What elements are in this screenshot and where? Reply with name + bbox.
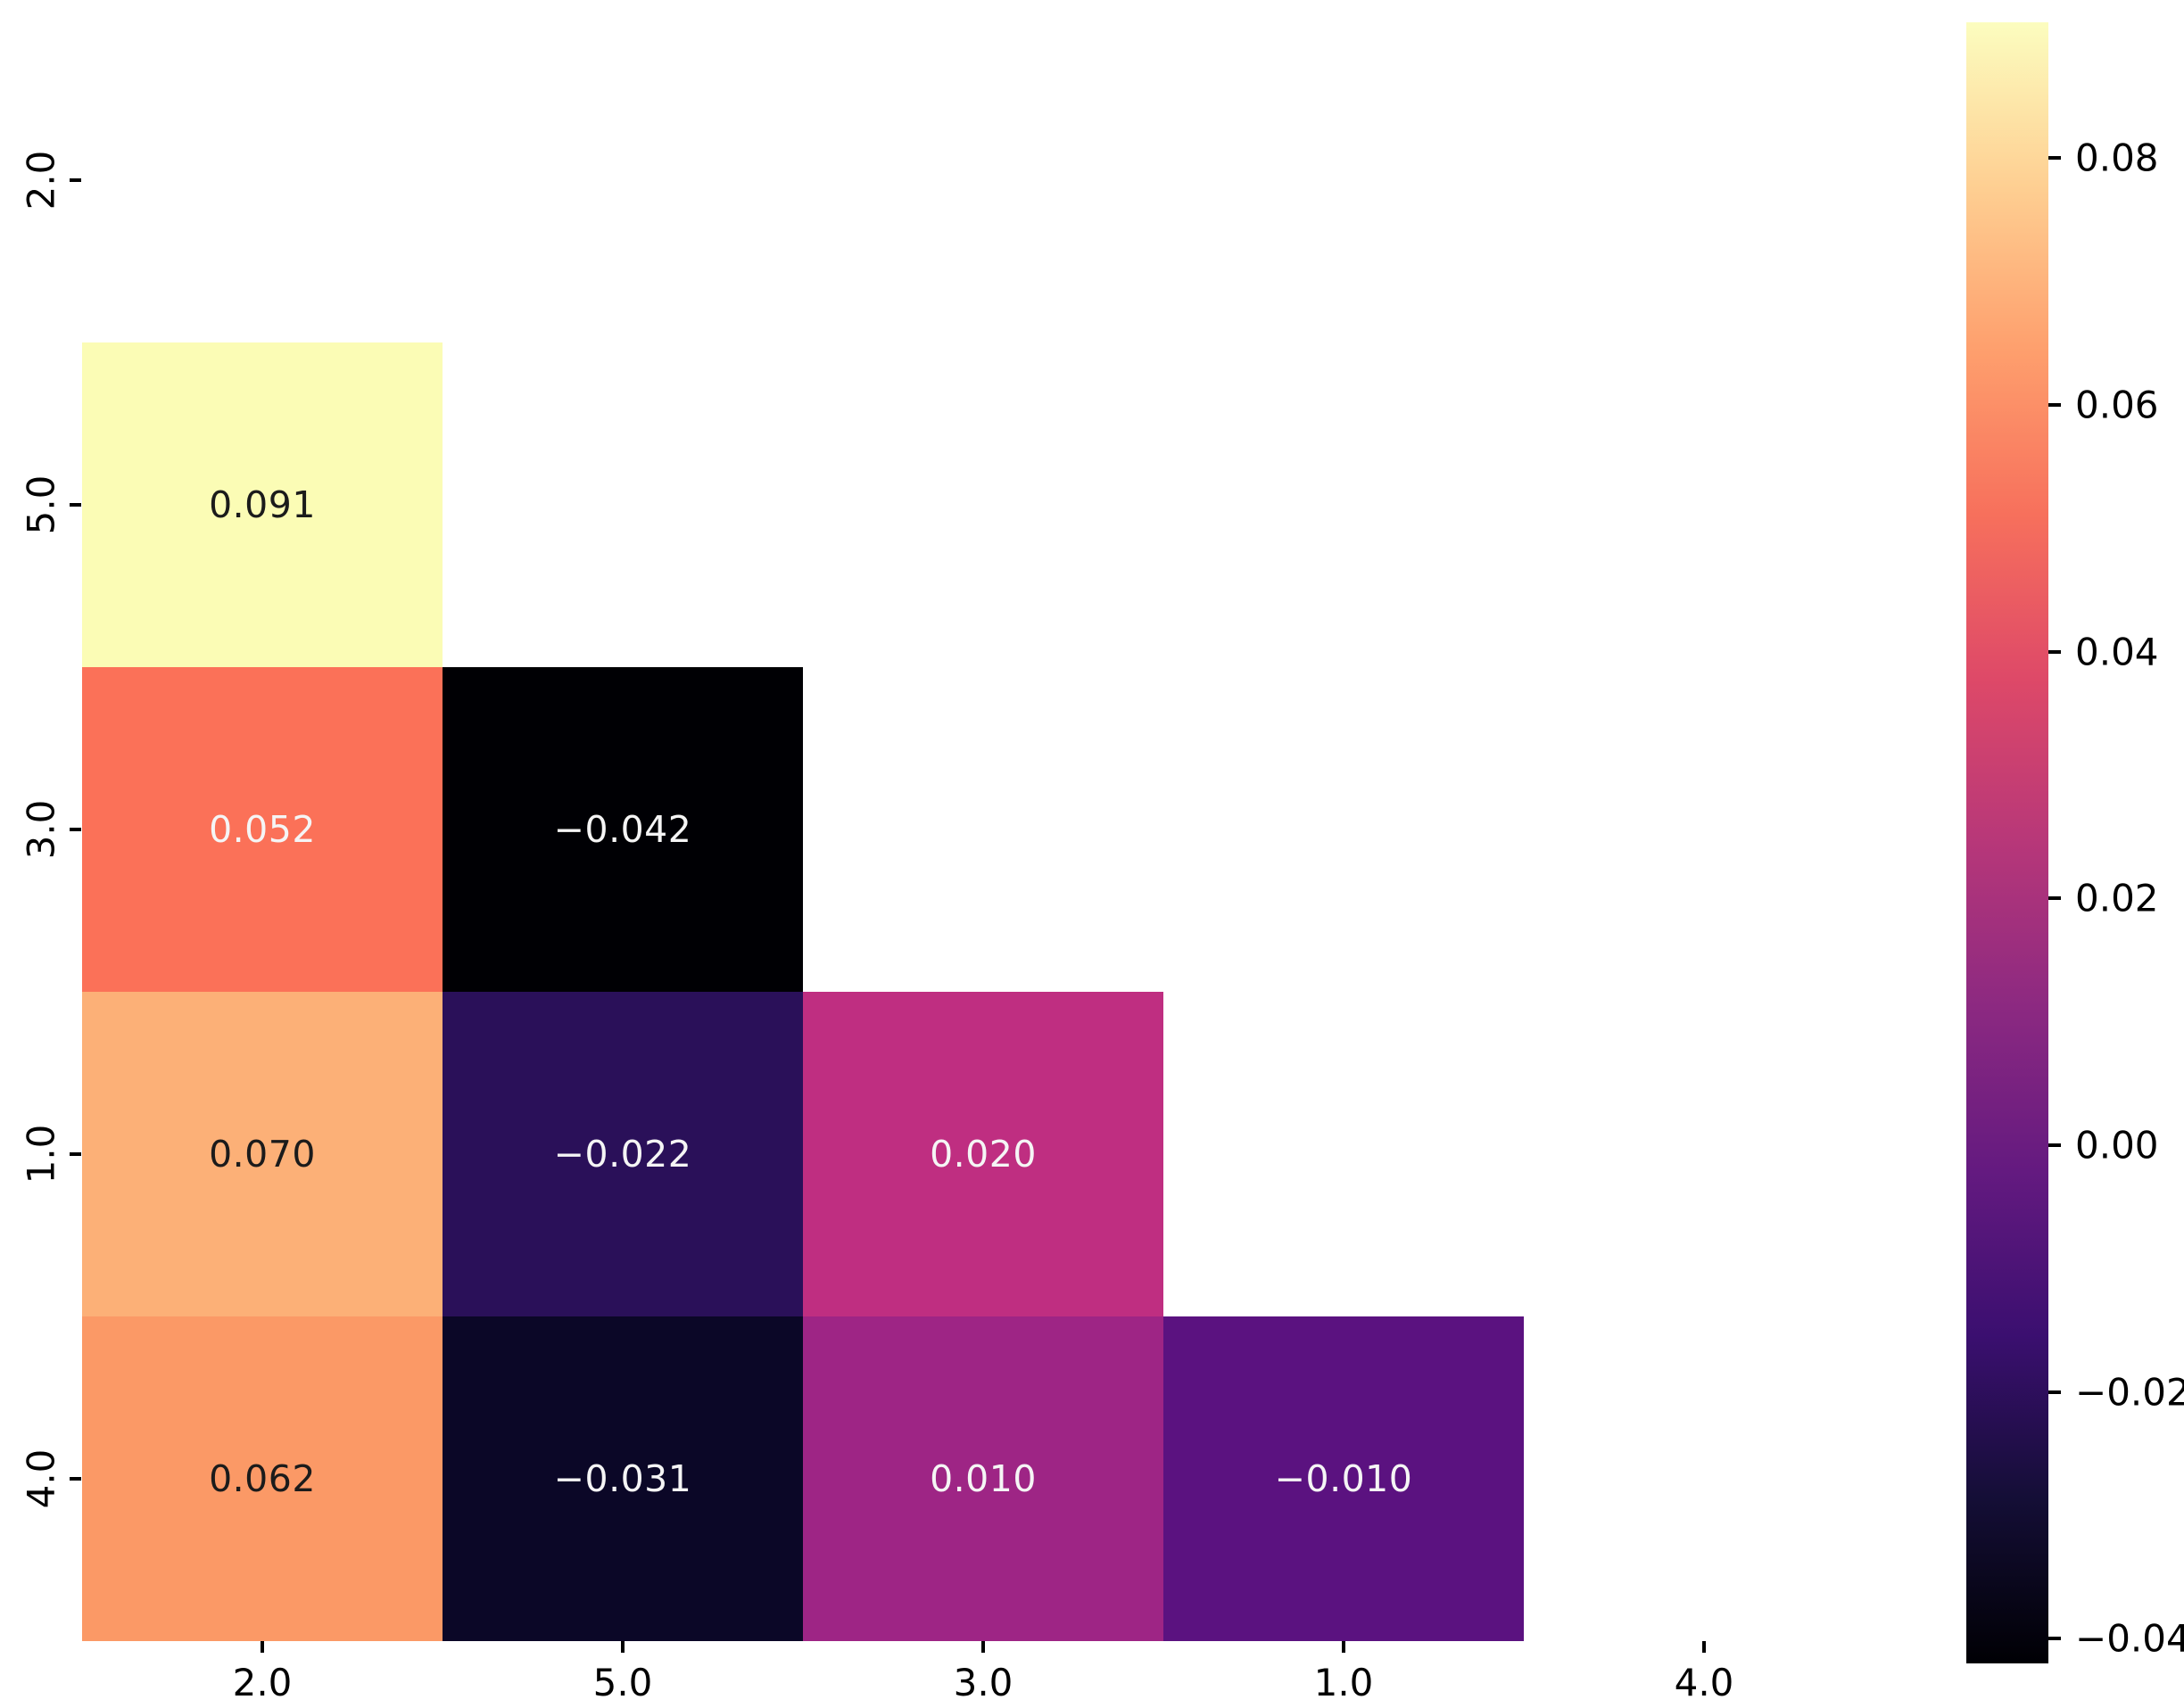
colorbar-tick — [2048, 896, 2061, 901]
x-tick-label: 1.0 — [1313, 1661, 1374, 1704]
colorbar-tick-label: 0.06 — [2075, 383, 2159, 427]
cell-value-label: 0.062 — [209, 1457, 316, 1500]
x-tick-label: 5.0 — [592, 1661, 653, 1704]
heatmap-cell: −0.022 — [443, 992, 803, 1316]
cell-value-label: −0.031 — [553, 1457, 692, 1500]
cell-value-label: 0.052 — [209, 808, 316, 851]
cell-value-label: 0.091 — [209, 483, 316, 526]
plot-area: 0.091 0.052 −0.042 0.070 −0.022 0.020 0.062 −0.… — [82, 18, 1884, 1641]
colorbar-tick-label: 0.02 — [2075, 876, 2159, 920]
y-axis-tick — [70, 1477, 81, 1481]
y-tick-label: 5.0 — [19, 474, 63, 535]
colorbar-tick-label: 0.00 — [2075, 1123, 2159, 1168]
cell-value-label: −0.010 — [1274, 1457, 1413, 1500]
cell-value-label: 0.010 — [930, 1457, 1037, 1500]
x-tick-label: 2.0 — [232, 1661, 293, 1704]
y-tick-label: 1.0 — [19, 1124, 63, 1184]
colorbar-tick — [2048, 156, 2061, 161]
y-axis-tick — [70, 828, 81, 831]
heatmap-cell: 0.020 — [803, 992, 1163, 1316]
y-axis-tick — [70, 1152, 81, 1156]
heatmap-cell: 0.070 — [82, 992, 443, 1316]
y-tick-label: 4.0 — [19, 1448, 63, 1509]
cell-value-label: 0.070 — [209, 1133, 316, 1176]
heatmap-cell: 0.091 — [82, 342, 443, 667]
cell-value-label: 0.020 — [930, 1133, 1037, 1176]
y-axis-tick — [70, 178, 81, 182]
colorbar-tick — [2048, 1390, 2061, 1394]
heatmap-cell: −0.010 — [1163, 1316, 1524, 1641]
cell-value-label: −0.022 — [553, 1133, 692, 1176]
colorbar-tick — [2048, 1637, 2061, 1641]
colorbar-tick-label: −0.02 — [2075, 1370, 2184, 1415]
x-axis-tick — [1342, 1641, 1345, 1653]
heatmap-cell: 0.062 — [82, 1316, 443, 1641]
x-tick-label: 4.0 — [1674, 1661, 1734, 1704]
x-tick-label: 3.0 — [953, 1661, 1013, 1704]
colorbar-tick-label: −0.04 — [2075, 1616, 2184, 1661]
heatmap-cell: −0.031 — [443, 1316, 803, 1641]
heatmap-cell: 0.010 — [803, 1316, 1163, 1641]
x-axis-tick — [261, 1641, 264, 1653]
colorbar-tick — [2048, 402, 2061, 407]
colorbar — [1966, 22, 2048, 1663]
y-tick-label: 2.0 — [19, 150, 63, 210]
y-tick-label: 3.0 — [19, 799, 63, 860]
colorbar-tick — [2048, 1143, 2061, 1147]
colorbar-tick-label: 0.04 — [2075, 630, 2159, 674]
x-axis-tick — [981, 1641, 985, 1653]
colorbar-tick — [2048, 649, 2061, 654]
y-axis-tick — [70, 503, 81, 507]
heatmap-cell: 0.052 — [82, 667, 443, 992]
cell-value-label: −0.042 — [553, 808, 692, 851]
colorbar-tick-label: 0.08 — [2075, 136, 2159, 180]
x-axis-tick — [1702, 1641, 1706, 1653]
x-axis-tick — [621, 1641, 625, 1653]
heatmap-cell: −0.042 — [443, 667, 803, 992]
